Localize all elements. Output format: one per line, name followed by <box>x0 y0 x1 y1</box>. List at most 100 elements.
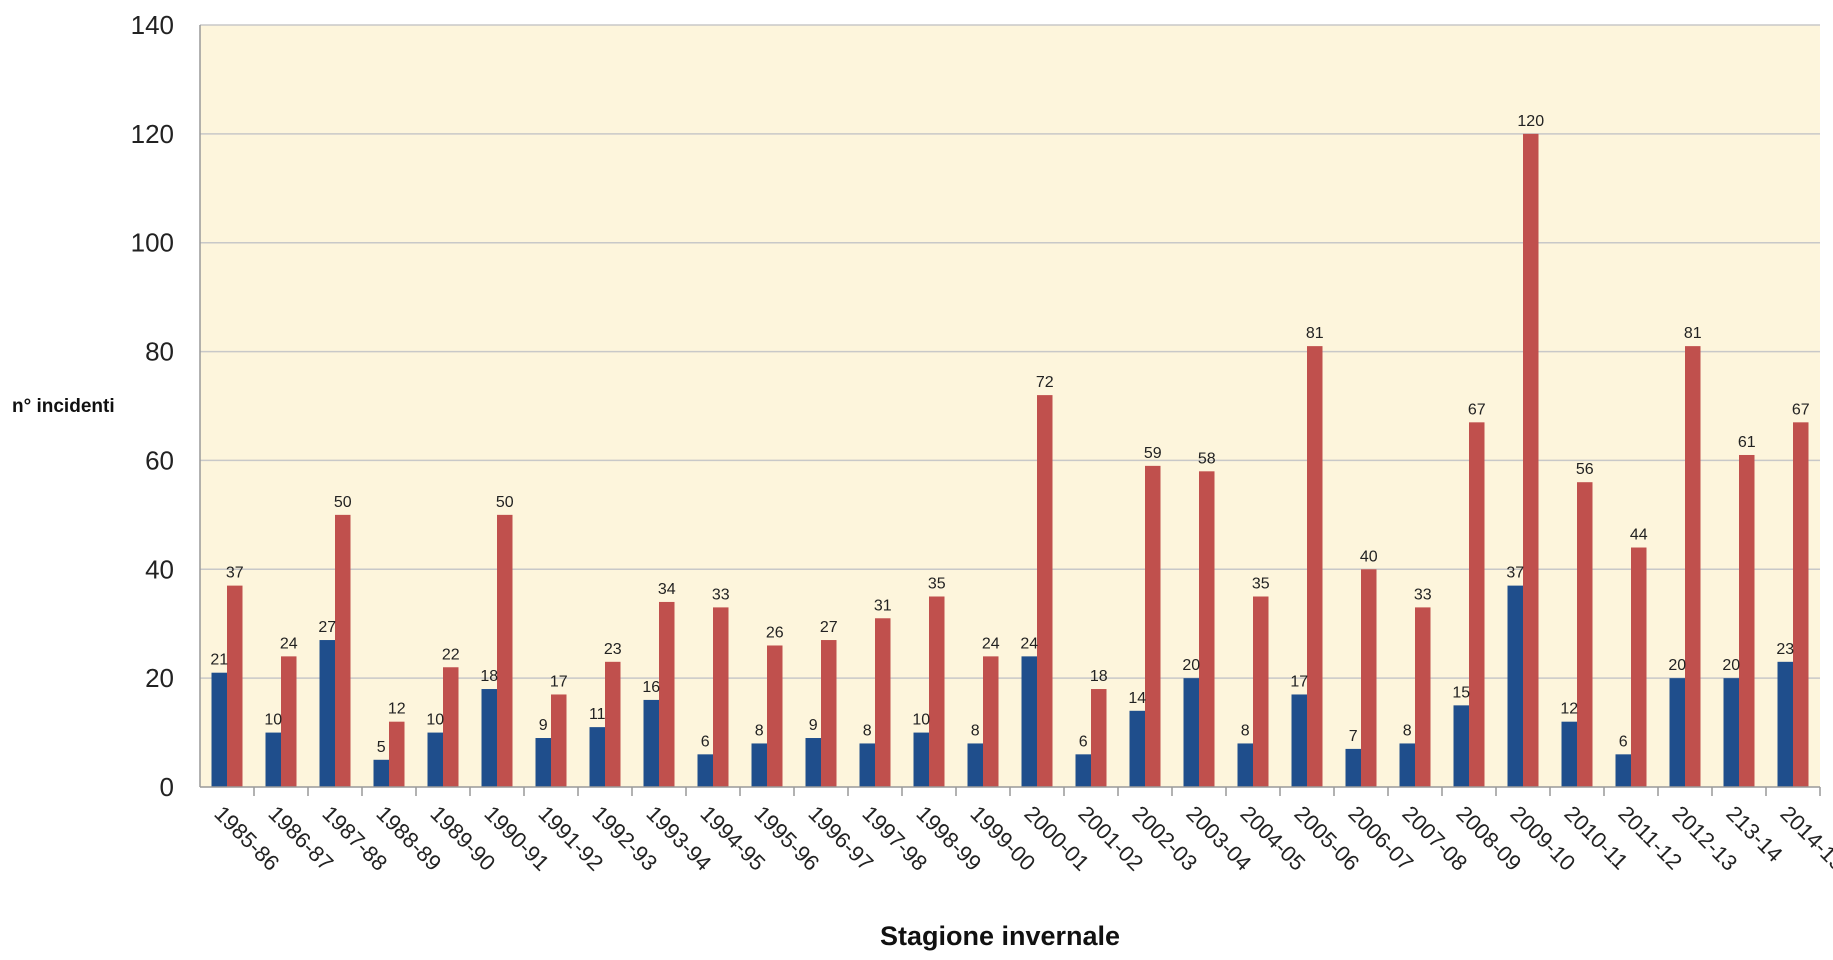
bar <box>1129 710 1145 787</box>
bar <box>1037 395 1053 787</box>
data-label: 12 <box>1560 701 1578 718</box>
bar <box>265 732 281 787</box>
bar <box>1561 721 1577 787</box>
data-label: 24 <box>280 635 298 652</box>
y-tick-label: 140 <box>131 10 174 40</box>
bar <box>1669 678 1685 787</box>
bar <box>443 667 459 787</box>
bar <box>1075 754 1091 787</box>
data-label: 15 <box>1452 684 1470 701</box>
data-label: 34 <box>658 581 676 598</box>
data-label: 17 <box>1290 673 1308 690</box>
data-label: 59 <box>1144 445 1162 462</box>
data-label: 20 <box>1182 657 1200 674</box>
y-tick-label: 40 <box>145 554 174 584</box>
data-label: 18 <box>1090 668 1108 685</box>
bar <box>913 732 929 787</box>
bar <box>1237 743 1253 787</box>
bar <box>1361 569 1377 787</box>
bar <box>1777 661 1793 787</box>
bar <box>211 672 227 787</box>
data-label: 22 <box>442 646 460 663</box>
bar <box>551 694 567 787</box>
y-tick-label: 60 <box>145 445 174 475</box>
data-label: 72 <box>1036 374 1054 391</box>
data-label: 8 <box>1241 722 1250 739</box>
bar <box>1631 547 1647 787</box>
data-label: 44 <box>1630 527 1648 544</box>
y-tick-label: 0 <box>160 772 174 802</box>
bar <box>319 640 335 787</box>
bar <box>335 514 351 787</box>
bar <box>1199 471 1215 787</box>
data-label: 8 <box>755 722 764 739</box>
data-label: 10 <box>912 712 930 729</box>
data-label: 8 <box>971 722 980 739</box>
data-labels: 21 37 10 24 27 50 5 12 10 22 18 50 9 17 11 23 16 34 6 33 8 26… <box>210 113 1809 756</box>
data-label: 17 <box>550 673 568 690</box>
bar <box>967 743 983 787</box>
bar <box>875 618 891 787</box>
data-label: 20 <box>1668 657 1686 674</box>
bar <box>589 727 605 787</box>
bar <box>751 743 767 787</box>
bar <box>535 738 551 787</box>
y-tick-label: 100 <box>131 228 174 258</box>
data-label: 10 <box>426 712 444 729</box>
data-label: 67 <box>1792 401 1810 418</box>
bar <box>1145 465 1161 787</box>
bar <box>1399 743 1415 787</box>
bar <box>805 738 821 787</box>
bar <box>1523 133 1539 787</box>
data-label: 10 <box>264 712 282 729</box>
data-label: 8 <box>1403 722 1412 739</box>
bar <box>1253 596 1269 787</box>
data-label: 11 <box>589 706 606 723</box>
data-label: 12 <box>388 701 406 718</box>
data-label: 23 <box>604 641 622 658</box>
data-label: 37 <box>1506 565 1524 582</box>
data-label: 81 <box>1306 325 1324 342</box>
data-label: 81 <box>1684 325 1702 342</box>
data-label: 33 <box>712 586 730 603</box>
data-label: 35 <box>1252 576 1270 593</box>
data-label: 67 <box>1468 401 1486 418</box>
bar <box>1793 422 1809 787</box>
bar <box>1183 678 1199 787</box>
bar <box>605 661 621 787</box>
bar <box>713 607 729 787</box>
data-label: 18 <box>480 668 498 685</box>
bar <box>1453 705 1469 787</box>
bar <box>1307 346 1323 787</box>
bar <box>1291 694 1307 787</box>
data-label: 40 <box>1360 548 1378 565</box>
gridlines <box>200 24 1820 679</box>
bar <box>1577 482 1593 787</box>
bar <box>659 601 675 787</box>
bar <box>697 754 713 787</box>
data-label: 8 <box>863 722 872 739</box>
data-label: 50 <box>496 494 514 511</box>
x-tick-label: 2014-15 <box>1775 801 1833 876</box>
data-label: 37 <box>226 565 244 582</box>
data-label: 7 <box>1349 728 1358 745</box>
plot-area <box>200 25 1820 787</box>
bar <box>389 721 405 787</box>
data-label: 9 <box>809 717 818 734</box>
data-label: 56 <box>1576 461 1594 478</box>
data-label: 21 <box>210 652 228 669</box>
bar <box>427 732 443 787</box>
data-label: 6 <box>1619 733 1628 750</box>
data-label: 6 <box>701 733 710 750</box>
bar <box>643 699 659 787</box>
data-label: 20 <box>1722 657 1740 674</box>
data-label: 16 <box>642 679 660 696</box>
bar <box>1507 585 1523 787</box>
bar <box>1615 754 1631 787</box>
data-label: 50 <box>334 494 352 511</box>
y-tick-label: 80 <box>145 337 174 367</box>
bars <box>211 133 1809 787</box>
bar <box>281 656 297 787</box>
bar <box>859 743 875 787</box>
bar <box>497 514 513 787</box>
